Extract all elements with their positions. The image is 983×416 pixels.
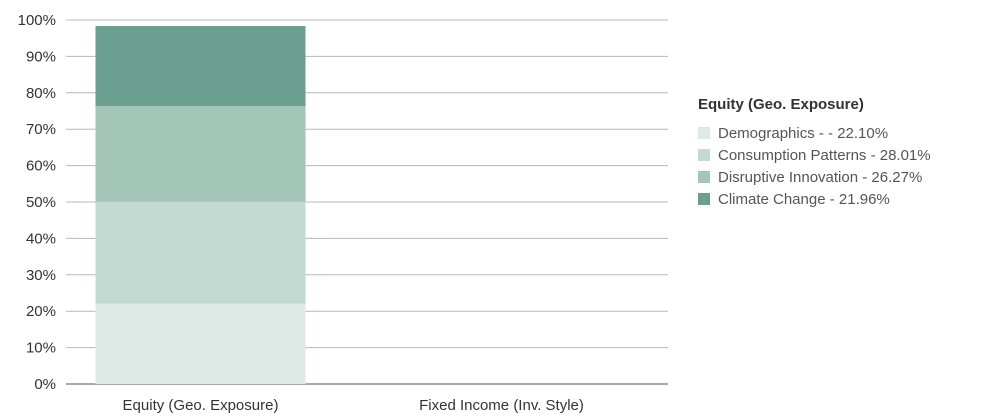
y-tick-label: 10% — [26, 340, 56, 357]
legend: Equity (Geo. Exposure) Demographics - - … — [698, 96, 931, 210]
y-tick-label: 60% — [26, 158, 56, 175]
legend-item: Disruptive Innovation - 26.27% — [698, 166, 931, 188]
x-axis-categories: Equity (Geo. Exposure) Fixed Income (Inv.… — [123, 397, 584, 414]
y-axis-ticks: 0% 10% 20% 30% 40% 50% 60% 70% 80% 90% 100% — [18, 12, 56, 393]
y-tick-label: 90% — [26, 48, 56, 65]
legend-label-demographics: Demographics - - 22.10% — [718, 124, 889, 142]
y-tick-label: 50% — [26, 194, 56, 211]
legend-item: Demographics - - 22.10% — [698, 122, 931, 144]
x-category-label: Fixed Income (Inv. Style) — [419, 397, 584, 414]
bar-segment — [95, 105, 306, 202]
bar-segment — [95, 303, 306, 384]
y-tick-label: 20% — [26, 303, 56, 320]
x-category-label: Equity (Geo. Exposure) — [123, 397, 279, 414]
bar-segment — [95, 201, 306, 304]
legend-label-disruptive-innovation: Disruptive Innovation - 26.27% — [718, 168, 923, 186]
y-tick-label: 80% — [26, 85, 56, 102]
y-tick-label: 30% — [26, 267, 56, 284]
legend-item: Consumption Patterns - 28.01% — [698, 144, 931, 166]
legend-swatch-climate-change — [698, 193, 710, 205]
legend-swatch-demographics — [698, 127, 710, 139]
legend-label-climate-change: Climate Change - 21.96% — [718, 190, 890, 208]
bar-segment — [95, 26, 306, 106]
legend-swatch-disruptive-innovation — [698, 171, 710, 183]
legend-label-consumption-patterns: Consumption Patterns - 28.01% — [718, 146, 931, 164]
y-tick-label: 100% — [18, 12, 56, 29]
legend-swatch-consumption-patterns — [698, 149, 710, 161]
legend-title: Equity (Geo. Exposure) — [698, 96, 864, 113]
legend-item: Climate Change - 21.96% — [698, 188, 931, 210]
y-tick-label: 70% — [26, 121, 56, 138]
bars — [95, 26, 306, 384]
y-tick-label: 40% — [26, 230, 56, 247]
y-tick-label: 0% — [34, 376, 56, 393]
